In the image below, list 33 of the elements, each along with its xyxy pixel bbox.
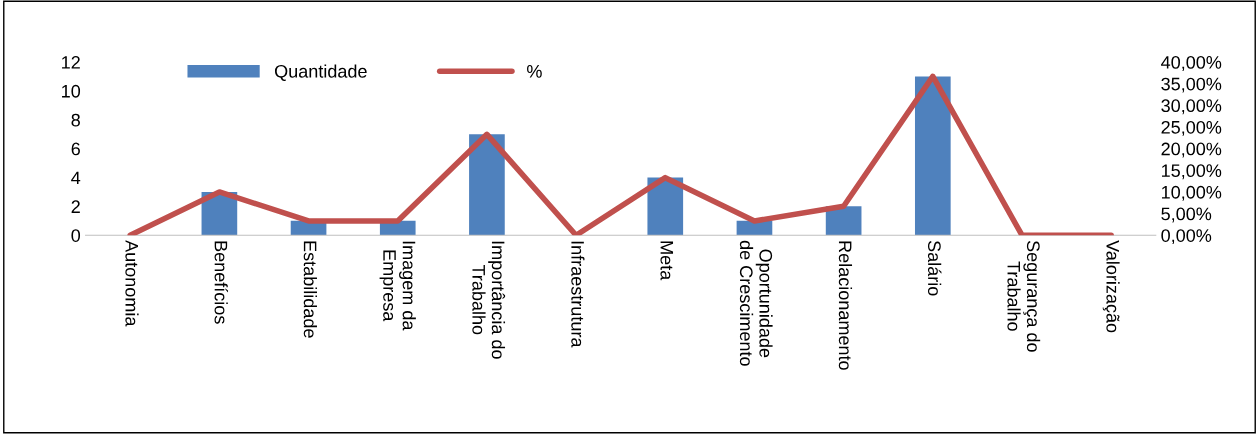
x-tick-label: Estabilidade xyxy=(303,241,317,338)
x-tick-label: Oportunidade de Crescimento xyxy=(739,240,773,366)
y-tick-label: 0 xyxy=(71,229,81,242)
x-tick-label: Imagem da Empresa xyxy=(379,241,416,331)
legend-label: Quantidade xyxy=(275,64,367,81)
bar xyxy=(825,206,862,236)
x-tick-label: Autonomia xyxy=(125,240,139,327)
bar xyxy=(469,134,505,236)
x-tick-label: Salário xyxy=(927,240,942,296)
y-tick-label: 6 xyxy=(71,142,80,156)
x-tick-label: Relacionamento xyxy=(838,241,853,370)
y2-tick-label: 0,00% xyxy=(1161,229,1212,245)
x-tick-label: Importância do Trabalho xyxy=(472,241,506,359)
y-tick-label: 10 xyxy=(62,84,81,98)
y-tick-label: 8 xyxy=(71,113,80,127)
y-tick-label: 4 xyxy=(71,171,81,185)
x-tick-label: Infraestrutura xyxy=(571,241,585,348)
y2-tick-label: 10,00% xyxy=(1162,185,1222,201)
y2-tick-label: 40,00% xyxy=(1161,56,1222,71)
x-tick-label: Meta xyxy=(660,241,674,281)
y2-tick-label: 5,00% xyxy=(1161,207,1212,223)
y2-tick-label: 30,00% xyxy=(1161,99,1222,115)
legend-label: % xyxy=(527,65,542,78)
x-tick-label: Segurança do Trabalho xyxy=(1007,240,1041,352)
y2-tick-label: 35,00% xyxy=(1161,77,1222,93)
y-tick-label: 2 xyxy=(71,200,80,213)
y2-tick-label: 25,00% xyxy=(1161,120,1222,136)
y2-tick-label: 20,00% xyxy=(1161,142,1222,158)
x-tick-label: Valorização xyxy=(1102,240,1120,333)
y-tick-label: 12 xyxy=(62,56,80,69)
x-tick-label: Benefícios xyxy=(214,241,229,324)
bar xyxy=(914,76,951,236)
y2-tick-label: 15,00% xyxy=(1162,164,1222,180)
